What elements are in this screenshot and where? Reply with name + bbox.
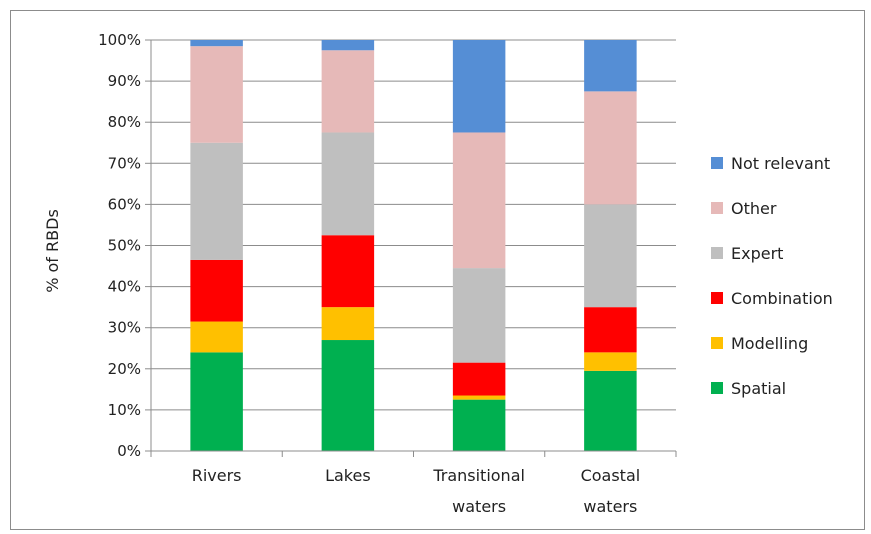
legend-label-expert: Expert bbox=[731, 244, 783, 263]
y-tick-label: 80% bbox=[108, 113, 141, 131]
bar-segment-other bbox=[452, 132, 506, 269]
bar-segment-expert bbox=[584, 204, 637, 308]
bar-segment-other bbox=[190, 46, 243, 143]
bar-segment-spatial bbox=[321, 340, 375, 451]
x-category-label: waters bbox=[452, 497, 506, 516]
legend-swatch-not-relevant bbox=[711, 157, 723, 169]
legend-swatch-modelling bbox=[711, 337, 723, 349]
y-tick-label: 10% bbox=[108, 401, 141, 419]
bars bbox=[190, 40, 637, 451]
stacked-bar-chart: 0% 10% 20% 30% 40% 50% 60% 70% 80% 90% 100% Rivers… bbox=[43, 31, 833, 516]
x-category-label: Lakes bbox=[325, 466, 371, 485]
bar-segment-expert bbox=[321, 132, 375, 236]
bar-segment-expert bbox=[452, 268, 506, 363]
x-category-label: Transitional bbox=[432, 466, 525, 485]
x-category-label: waters bbox=[583, 497, 637, 516]
bar-segment-other bbox=[584, 91, 637, 205]
y-tick-label: 20% bbox=[108, 360, 141, 378]
y-tick-label: 30% bbox=[108, 319, 141, 337]
bar-segment-not-relevant bbox=[190, 40, 243, 47]
bar-segment-not-relevant bbox=[584, 40, 637, 92]
bar-segment-combination bbox=[321, 235, 375, 308]
legend-label-modelling: Modelling bbox=[731, 334, 808, 353]
bar-segment-spatial bbox=[452, 399, 506, 451]
y-tick-label: 0% bbox=[117, 442, 141, 460]
legend-label-other: Other bbox=[731, 199, 777, 218]
bar-segment-modelling bbox=[452, 395, 506, 400]
legend-label-spatial: Spatial bbox=[731, 379, 786, 398]
bar-segment-combination bbox=[190, 259, 243, 322]
bar-segment-modelling bbox=[190, 321, 243, 353]
bar-segment-not-relevant bbox=[452, 40, 506, 133]
bar-segment-not-relevant bbox=[321, 40, 375, 51]
legend-swatch-other bbox=[711, 202, 723, 214]
y-tick-label: 100% bbox=[98, 31, 141, 49]
bar-segment-combination bbox=[584, 307, 637, 353]
y-tick-label: 70% bbox=[108, 154, 141, 172]
x-category-labels: Rivers Lakes Transitional waters Coastal wate… bbox=[192, 466, 640, 516]
y-tick-label: 60% bbox=[108, 195, 141, 213]
legend-label-not-relevant: Not relevant bbox=[731, 154, 830, 173]
x-category-label: Coastal bbox=[581, 466, 641, 485]
bar-segment-other bbox=[321, 50, 375, 133]
bar-segment-spatial bbox=[190, 352, 243, 451]
legend: Not relevant Other Expert Combination Modell… bbox=[711, 154, 833, 398]
y-tick-label: 90% bbox=[108, 72, 141, 90]
y-tick-label: 40% bbox=[108, 278, 141, 296]
x-category-label: Rivers bbox=[192, 466, 242, 485]
bar-segment-expert bbox=[190, 142, 243, 260]
legend-swatch-combination bbox=[711, 292, 723, 304]
bar-segment-spatial bbox=[584, 370, 637, 451]
legend-label-combination: Combination bbox=[731, 289, 833, 308]
chart-frame: 0% 10% 20% 30% 40% 50% 60% 70% 80% 90% 100% Rivers… bbox=[10, 10, 865, 530]
legend-swatch-spatial bbox=[711, 382, 723, 394]
y-tick-label: 50% bbox=[108, 237, 141, 255]
bar-segment-modelling bbox=[321, 307, 375, 341]
axes bbox=[145, 39, 677, 457]
y-tick-labels: 0% 10% 20% 30% 40% 50% 60% 70% 80% 90% 100% bbox=[98, 31, 141, 460]
legend-swatch-expert bbox=[711, 247, 723, 259]
bar-segment-combination bbox=[452, 362, 506, 396]
bar-segment-modelling bbox=[584, 352, 637, 371]
y-axis-title: % of RBDs bbox=[43, 209, 62, 293]
